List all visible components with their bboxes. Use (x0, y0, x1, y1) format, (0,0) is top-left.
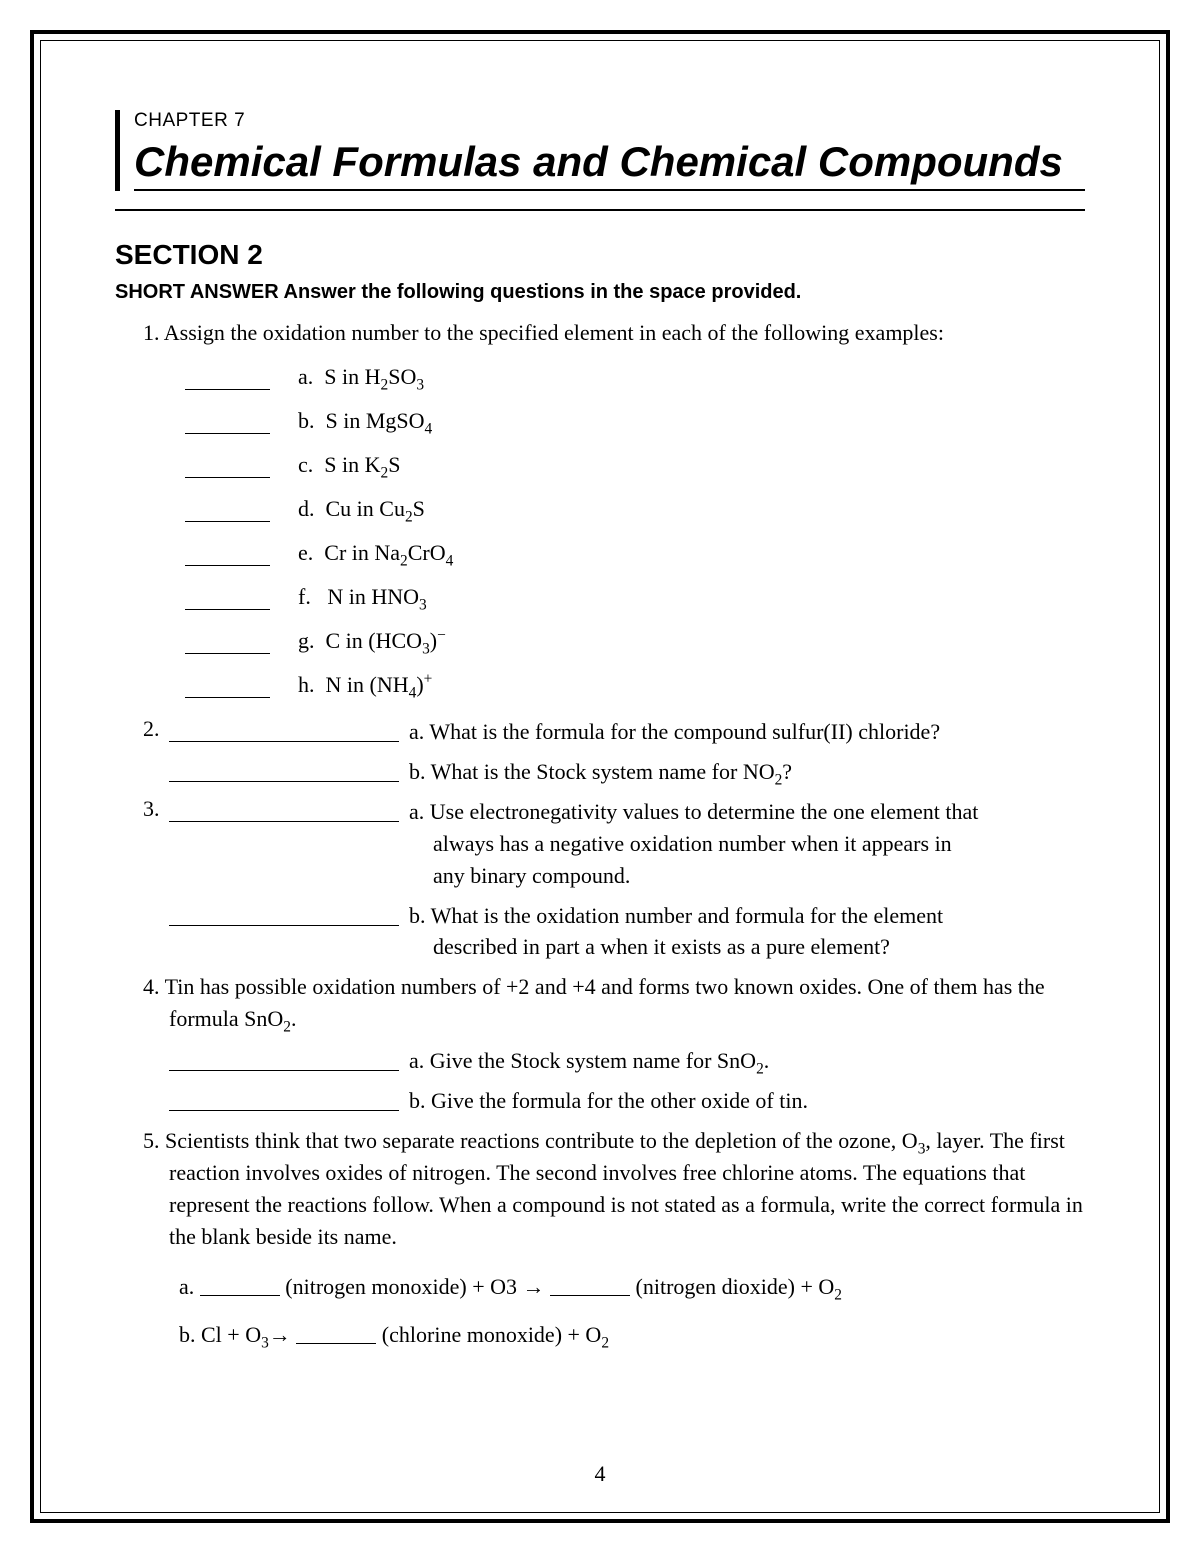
eq-b-label: b. (179, 1322, 196, 1347)
answer-blank[interactable] (200, 1280, 280, 1296)
q5-intro-text: Scientists think that two separate react… (165, 1128, 1083, 1249)
q1-h-label: h. N in (NH4)+ (298, 672, 432, 698)
q5-number: 5. (143, 1128, 160, 1153)
q1-e-label: e. Cr in Na2CrO4 (298, 540, 453, 566)
q1-number: 1. (143, 320, 160, 345)
q1-intro: 1. Assign the oxidation number to the sp… (143, 316, 1085, 350)
q4-b-row: b. Give the formula for the other oxide … (143, 1085, 1085, 1117)
q3-b-text: b. What is the oxidation number and form… (409, 900, 943, 964)
q1-item-a: a. S in H2SO3 (185, 364, 1085, 390)
q3-b-row: b. What is the oxidation number and form… (143, 900, 1085, 964)
answer-blank[interactable] (169, 1049, 399, 1071)
q4-intro: 4. Tin has possible oxidation numbers of… (143, 971, 1085, 1035)
answer-blank[interactable] (185, 414, 270, 434)
q1-item-f: f. N in HNO3 (185, 584, 1085, 610)
answer-blank[interactable] (185, 634, 270, 654)
q1-items: a. S in H2SO3 b. S in MgSO4 c. S in K2S … (185, 364, 1085, 698)
q4-a-text: a. Give the Stock system name for SnO2. (409, 1045, 769, 1077)
section-label: SECTION 2 (115, 239, 1085, 271)
eq-a-seg2: (nitrogen dioxide) + O2 (630, 1274, 842, 1299)
q5-intro: 5. Scientists think that two separate re… (143, 1125, 1085, 1253)
answer-blank[interactable] (169, 904, 399, 926)
q5-equation-a: a. (nitrogen monoxide) + O3 → (nitrogen … (179, 1274, 1085, 1300)
q3-a-text: a. Use electronegativity values to deter… (409, 796, 978, 892)
answer-blank[interactable] (185, 590, 270, 610)
q1-g-label: g. C in (HCO3)− (298, 628, 446, 654)
eq-a-label: a. (179, 1274, 194, 1299)
answer-blank[interactable] (169, 720, 399, 742)
q3-a-row: 3. a. Use electronegativity values to de… (143, 796, 1085, 892)
answer-blank[interactable] (185, 458, 270, 478)
answer-blank[interactable] (185, 678, 270, 698)
q1-a-label: a. S in H2SO3 (298, 364, 424, 390)
q1-d-label: d. Cu in Cu2S (298, 496, 425, 522)
q2-a-row: 2. a. What is the formula for the compou… (143, 716, 1085, 748)
page-number: 4 (0, 1461, 1200, 1487)
answer-blank[interactable] (185, 370, 270, 390)
q3-number: 3. (143, 796, 169, 822)
q2-b-row: b. What is the Stock system name for NO2… (143, 756, 1085, 788)
instruction-text: SHORT ANSWER Answer the following questi… (115, 281, 1085, 304)
eq-b-seg1: Cl + O3→ (196, 1322, 297, 1347)
answer-blank[interactable] (169, 1089, 399, 1111)
q2-number: 2. (143, 716, 169, 742)
answer-blank[interactable] (185, 546, 270, 566)
answer-blank[interactable] (169, 760, 399, 782)
eq-a-seg1: (nitrogen monoxide) + O3 → (280, 1274, 550, 1299)
q1-text: Assign the oxidation number to the speci… (164, 320, 944, 345)
q4-number: 4. (143, 974, 160, 999)
q1-f-label: f. N in HNO3 (298, 584, 427, 610)
q4-a-row: a. Give the Stock system name for SnO2. (143, 1045, 1085, 1077)
q1-item-e: e. Cr in Na2CrO4 (185, 540, 1085, 566)
q4-b-text: b. Give the formula for the other oxide … (409, 1085, 808, 1117)
answer-blank[interactable] (550, 1280, 630, 1296)
q1-item-d: d. Cu in Cu2S (185, 496, 1085, 522)
q4-intro-text: Tin has possible oxidation numbers of +2… (165, 974, 1045, 1031)
q2-a-text: a. What is the formula for the compound … (409, 716, 940, 748)
chapter-title: Chemical Formulas and Chemical Compounds (134, 138, 1085, 191)
q1-item-b: b. S in MgSO4 (185, 408, 1085, 434)
divider (115, 209, 1085, 211)
chapter-label: CHAPTER 7 (134, 110, 1085, 132)
answer-blank[interactable] (185, 502, 270, 522)
q1-item-g: g. C in (HCO3)− (185, 628, 1085, 654)
q1-c-label: c. S in K2S (298, 452, 400, 478)
chapter-header: CHAPTER 7 Chemical Formulas and Chemical… (115, 110, 1085, 191)
q5-equation-b: b. Cl + O3→ (chlorine monoxide) + O2 (179, 1322, 1085, 1348)
eq-b-seg2: (chlorine monoxide) + O2 (376, 1322, 609, 1347)
q1-item-h: h. N in (NH4)+ (185, 672, 1085, 698)
worksheet-page: CHAPTER 7 Chemical Formulas and Chemical… (0, 0, 1200, 1553)
content-area: CHAPTER 7 Chemical Formulas and Chemical… (115, 110, 1085, 1360)
answer-blank[interactable] (169, 800, 399, 822)
answer-blank[interactable] (296, 1328, 376, 1344)
q1-item-c: c. S in K2S (185, 452, 1085, 478)
q1-b-label: b. S in MgSO4 (298, 408, 432, 434)
q2-b-text: b. What is the Stock system name for NO2… (409, 756, 792, 788)
